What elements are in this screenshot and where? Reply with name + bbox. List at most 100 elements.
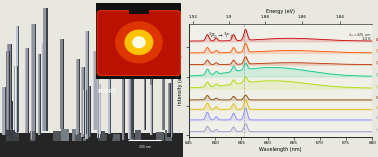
Bar	[98, 55, 99, 138]
Bar	[101, 131, 105, 141]
Bar	[165, 130, 167, 141]
Text: $\lambda_{ex}$=325 nm: $\lambda_{ex}$=325 nm	[348, 31, 371, 39]
Circle shape	[132, 36, 146, 48]
Bar	[79, 59, 80, 135]
Bar	[31, 24, 36, 139]
Bar	[5, 87, 6, 135]
Bar	[38, 54, 39, 135]
Bar	[133, 31, 134, 141]
Bar	[170, 83, 171, 133]
Bar	[168, 83, 169, 133]
Bar	[35, 24, 36, 139]
Bar	[84, 67, 85, 137]
Bar	[72, 129, 76, 141]
Bar	[59, 39, 60, 129]
Text: QDs 1x10$^{20}$ Pr/cm$^2$: QDs 1x10$^{20}$ Pr/cm$^2$	[375, 60, 378, 67]
Bar	[134, 138, 138, 141]
Bar	[99, 84, 101, 138]
Bar	[93, 51, 94, 130]
Circle shape	[124, 30, 153, 55]
Bar	[6, 51, 10, 136]
Bar	[38, 54, 41, 135]
Text: 14 K: 14 K	[363, 36, 371, 41]
Bar	[83, 138, 87, 141]
Bar	[152, 85, 153, 135]
Bar	[93, 51, 98, 130]
Text: Film 1x10$^{21}$ Pr/cm$^2$: Film 1x10$^{21}$ Pr/cm$^2$	[375, 115, 378, 122]
Bar	[31, 57, 34, 132]
Bar	[42, 43, 44, 131]
Bar	[12, 100, 13, 141]
Y-axis label: Intensity (arb. units): Intensity (arb. units)	[178, 55, 183, 105]
Bar	[97, 51, 98, 130]
Bar	[110, 13, 111, 134]
Text: $^3P_0{\rightarrow}^3F_2$: $^3P_0{\rightarrow}^3F_2$	[208, 31, 233, 41]
Text: QWs 1x10$^{20}$ Pr/cm$^2$: QWs 1x10$^{20}$ Pr/cm$^2$	[375, 83, 378, 91]
Bar	[15, 26, 19, 132]
Text: 200 nm: 200 nm	[139, 145, 151, 149]
Bar	[171, 39, 173, 137]
Bar	[112, 138, 117, 141]
Bar	[56, 132, 63, 141]
Bar	[156, 133, 164, 141]
Bar	[63, 39, 65, 129]
Bar	[6, 130, 16, 141]
FancyBboxPatch shape	[96, 3, 181, 78]
Bar	[162, 72, 163, 130]
Bar	[61, 129, 69, 141]
Bar	[150, 85, 153, 135]
Bar	[132, 64, 133, 139]
Bar	[88, 86, 91, 137]
Bar	[88, 31, 90, 139]
FancyBboxPatch shape	[97, 11, 181, 76]
Bar	[172, 39, 173, 137]
Bar	[15, 26, 16, 132]
Bar	[135, 130, 141, 141]
Text: QDs 1x10$^{21}$ Pr/cm$^2$: QDs 1x10$^{21}$ Pr/cm$^2$	[375, 48, 378, 55]
Bar	[11, 44, 12, 129]
Bar	[59, 39, 65, 129]
Bar	[145, 10, 146, 130]
Bar	[129, 21, 132, 133]
Text: Film 1x10$^{20}$ Pr/cm$^2$: Film 1x10$^{20}$ Pr/cm$^2$	[375, 127, 378, 134]
Bar	[40, 54, 41, 135]
Bar	[90, 86, 91, 137]
Bar	[167, 137, 172, 141]
Bar	[162, 72, 166, 130]
Bar	[128, 64, 133, 139]
Bar	[28, 49, 29, 133]
Bar	[86, 90, 87, 134]
Text: PL@RT: PL@RT	[97, 89, 116, 94]
Bar	[108, 13, 111, 134]
Bar	[14, 66, 18, 136]
Bar	[113, 133, 120, 141]
Bar	[46, 8, 48, 131]
Circle shape	[115, 21, 163, 63]
Bar	[122, 32, 125, 141]
Bar	[144, 10, 146, 130]
Bar	[150, 85, 151, 135]
Bar	[30, 131, 35, 141]
X-axis label: Energy (eV): Energy (eV)	[266, 9, 295, 14]
Bar	[85, 31, 90, 139]
Text: AlN film 1x10$^{21}$ Pr/cm$^2$: AlN film 1x10$^{21}$ Pr/cm$^2$	[375, 36, 378, 43]
Bar	[85, 31, 86, 139]
Bar	[31, 24, 32, 139]
Bar	[152, 28, 153, 134]
Bar	[75, 134, 82, 141]
Bar	[150, 28, 153, 134]
Bar	[7, 44, 8, 129]
Bar	[18, 26, 19, 132]
Bar	[81, 67, 82, 137]
Bar	[9, 51, 10, 136]
Bar	[81, 67, 85, 137]
Bar	[76, 59, 80, 135]
Bar	[17, 66, 18, 136]
Bar	[13, 133, 19, 141]
Bar	[131, 21, 132, 133]
Bar	[43, 8, 48, 131]
Bar	[130, 31, 134, 141]
Bar	[164, 72, 166, 130]
Bar	[25, 49, 26, 133]
Bar	[98, 134, 107, 141]
